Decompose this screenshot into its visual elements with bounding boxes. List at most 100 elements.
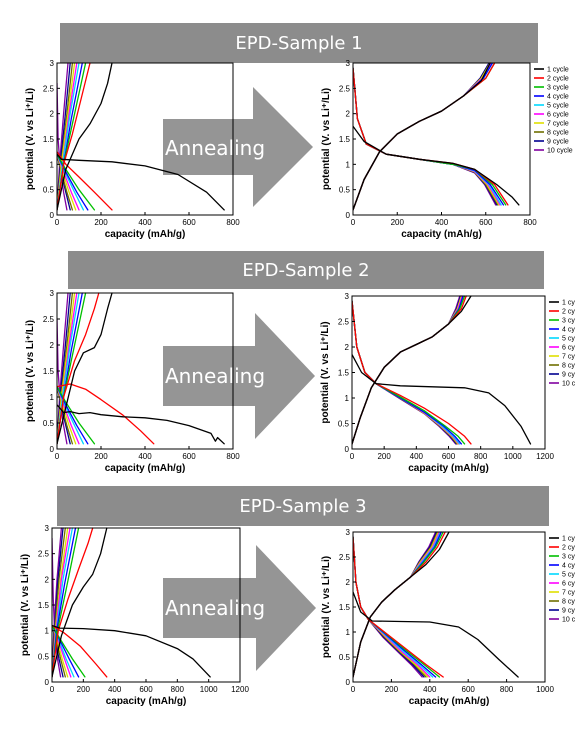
x-tick-label: 200 (391, 218, 405, 227)
x-tick-label: 1200 (231, 685, 249, 694)
legend-entry: 9 cycle (562, 608, 575, 615)
legend-entry: 5 cycle (562, 336, 575, 343)
y-tick-label: 2.5 (338, 318, 350, 327)
x-tick-label: 1000 (504, 452, 522, 461)
y-tick-label: 3 (346, 528, 351, 537)
y-tick-label: 2 (346, 578, 351, 587)
y-tick-label: 1 (346, 628, 351, 637)
legend-entry: 4 cycle (562, 327, 575, 334)
series-1-charge (57, 292, 113, 445)
x-tick-label: 0 (351, 685, 356, 694)
y-axis-title: potential (V. vs Li⁺/Li) (321, 88, 332, 190)
series-2-charge (353, 531, 446, 678)
series-2-charge (57, 62, 91, 211)
series-1-charge (353, 62, 491, 211)
legend-entry: 8 cycle (562, 599, 575, 606)
x-tick-label: 0 (351, 218, 356, 227)
y-tick-label: 3 (45, 524, 50, 533)
x-tick-label: 800 (474, 452, 488, 461)
y-tick-label: 0.5 (43, 419, 55, 428)
legend-entry: 5 cycle (562, 572, 575, 579)
x-tick-label: 400 (435, 218, 449, 227)
legend-entry: 1 cycle (562, 300, 575, 307)
series-1-charge (57, 62, 113, 211)
y-tick-label: 1.5 (339, 135, 351, 144)
y-tick-label: 2.5 (43, 315, 55, 324)
series-2-discharge (52, 624, 108, 678)
legend-entry: 2 cycle (547, 76, 569, 83)
series-3-discharge (57, 153, 96, 211)
banner-sample-1: EPD-Sample 1 (60, 23, 538, 63)
y-tick-label: 1 (50, 393, 55, 402)
curves (57, 62, 225, 211)
annealing-arrow-1: Annealing (163, 87, 313, 207)
legend-entry: 10 cycle (562, 381, 575, 388)
x-tick-label: 200 (94, 218, 108, 227)
series-2-discharge (57, 383, 155, 445)
curves (352, 295, 532, 445)
y-axis-title: potential (V. vs Li⁺/Li) (20, 554, 31, 656)
legend-entry: 3 cycle (562, 554, 575, 561)
legend-entry: 2 cycle (562, 545, 575, 552)
y-tick-label: 0 (346, 678, 351, 687)
y-tick-label: 0.5 (38, 652, 50, 661)
y-tick-label: 2 (45, 575, 50, 584)
legend-entry: 2 cycle (562, 309, 575, 316)
y-tick-label: 0 (50, 211, 55, 220)
y-tick-label: 1.5 (43, 367, 55, 376)
series-2-charge (57, 292, 100, 445)
x-axis-title: capacity (mAh/g) (408, 463, 489, 474)
y-tick-label: 0 (50, 445, 55, 454)
series-1-charge (52, 527, 108, 678)
x-tick-label: 600 (139, 685, 153, 694)
legend-entry: 9 cycle (562, 372, 575, 379)
legend-entry: 4 cycle (547, 94, 569, 101)
y-tick-label: 3 (50, 289, 55, 298)
legend-entry: 3 cycle (562, 318, 575, 325)
legend-entry: 7 cycle (562, 590, 575, 597)
curves (52, 527, 211, 678)
x-tick-label: 1200 (536, 452, 554, 461)
y-tick-label: 1.5 (43, 135, 55, 144)
x-tick-label: 600 (182, 452, 196, 461)
banner-sample-3: EPD-Sample 3 (57, 486, 549, 526)
x-tick-label: 600 (442, 452, 456, 461)
x-tick-label: 1000 (536, 685, 554, 694)
y-tick-label: 2.5 (339, 553, 351, 562)
y-tick-label: 2.5 (43, 84, 55, 93)
annealing-label-3: Annealing (165, 596, 265, 620)
x-tick-label: 800 (171, 685, 185, 694)
x-tick-label: 0 (55, 218, 60, 227)
x-tick-label: 200 (94, 452, 108, 461)
legend-entry: 10 cycle (562, 617, 575, 624)
y-tick-label: 0.5 (339, 653, 351, 662)
x-axis-title: capacity (mAh/g) (105, 463, 186, 474)
y-tick-label: 1 (45, 627, 50, 636)
series-6-discharge (353, 536, 431, 678)
plot-frame (352, 531, 546, 683)
y-tick-label: 1.5 (338, 369, 350, 378)
legend-entry: 6 cycle (562, 345, 575, 352)
y-tick-label: 3 (345, 292, 350, 301)
y-tick-label: 0 (345, 445, 350, 454)
x-tick-label: 0 (55, 452, 60, 461)
y-tick-label: 0.5 (339, 186, 351, 195)
legend-entry: 10 cycle (547, 148, 573, 155)
x-tick-label: 800 (226, 218, 240, 227)
x-axis-title: capacity (mAh/g) (105, 229, 186, 240)
legend-entry: 8 cycle (562, 363, 575, 370)
y-tick-label: 2 (346, 110, 351, 119)
y-axis-title: potential (V. vs Li⁺/Li) (25, 320, 36, 422)
curves (353, 62, 520, 211)
legend-entry: 7 cycle (547, 121, 569, 128)
y-tick-label: 0 (346, 211, 351, 220)
x-axis-title: capacity (mAh/g) (409, 696, 490, 707)
curves (353, 531, 519, 678)
series-1-discharge (57, 404, 225, 445)
series-2-discharge (57, 151, 113, 211)
x-tick-label: 200 (377, 452, 391, 461)
series-1-discharge (57, 153, 225, 211)
